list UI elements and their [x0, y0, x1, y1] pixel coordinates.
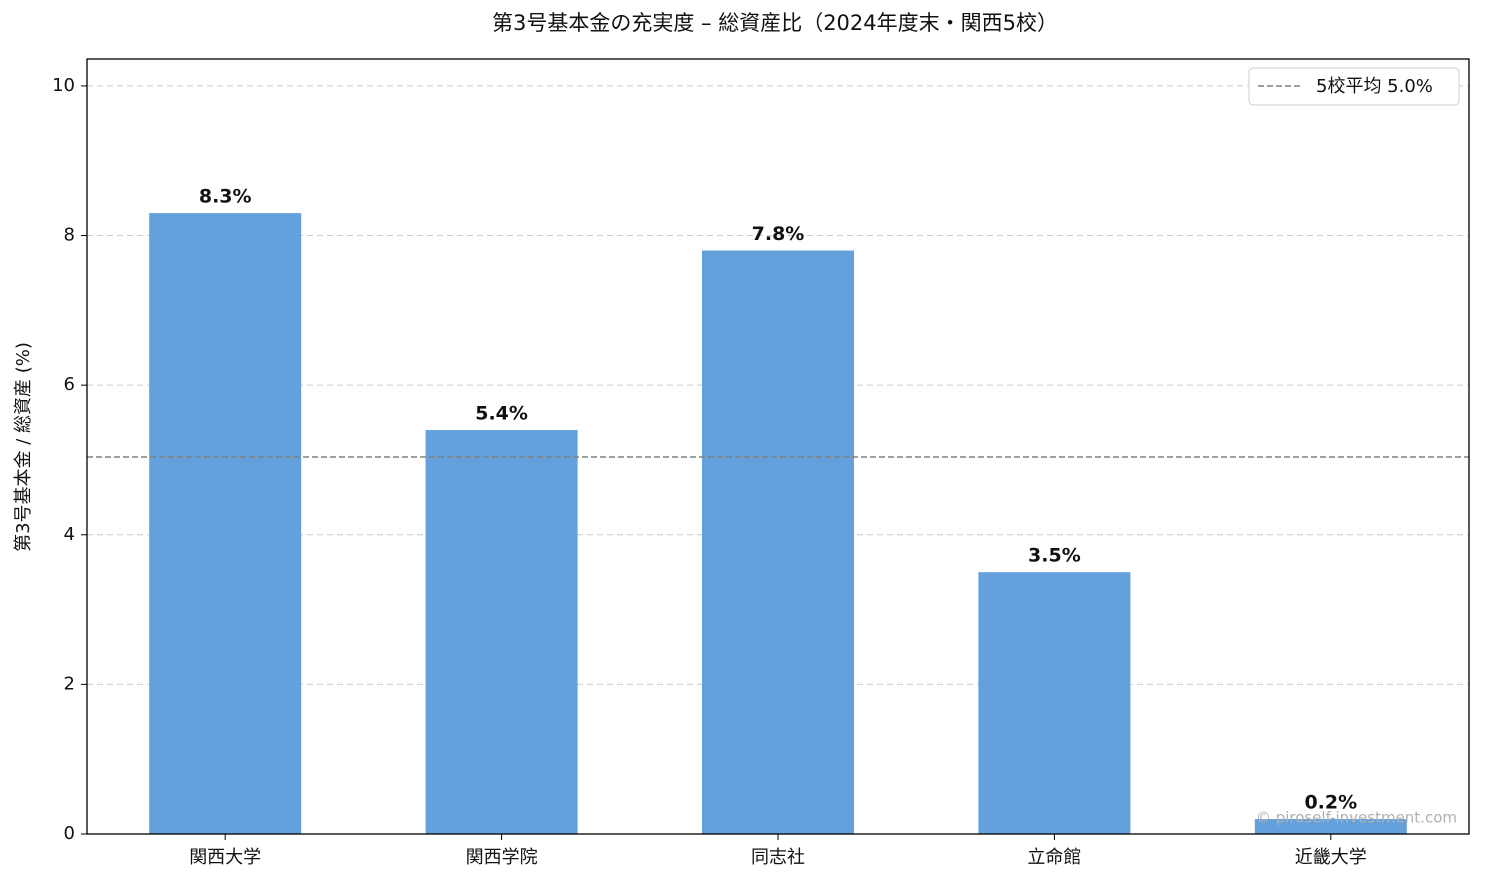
- plot-frame: [86, 58, 1470, 835]
- legend-box: [1248, 67, 1460, 106]
- y-tick-label: 6: [64, 374, 75, 395]
- y-tick-label: 10: [52, 75, 75, 96]
- bar: [149, 213, 302, 835]
- y-tick-label: 8: [64, 225, 75, 246]
- bar: [1254, 819, 1407, 834]
- x-tick-label: 近畿大学: [1295, 847, 1367, 868]
- x-tick-label: 立命館: [1027, 847, 1081, 868]
- value-label: 5.4%: [475, 403, 528, 425]
- y-tick-label: 2: [64, 673, 75, 694]
- y-tick-label: 4: [64, 524, 75, 545]
- value-label: 7.8%: [752, 223, 805, 245]
- y-tick-label: 0: [64, 823, 75, 844]
- watermark: © piroself-investment.com: [1256, 809, 1457, 827]
- x-tick-label: 関西大学: [189, 847, 261, 868]
- value-label: 0.2%: [1304, 792, 1357, 814]
- legend-label: 5校平均 5.0%: [1316, 76, 1433, 97]
- value-label: 3.5%: [1028, 545, 1081, 567]
- y-axis-label: 第3号基本金 / 総資産 (%): [13, 342, 34, 552]
- x-tick-label: 関西学院: [466, 847, 538, 868]
- bar: [425, 430, 578, 834]
- x-tick-label: 同志社: [751, 847, 805, 868]
- bar: [978, 572, 1131, 834]
- value-label: 8.3%: [199, 186, 252, 208]
- chart-title: 第3号基本金の充実度 – 総資産比（2024年度末・関西5校）: [492, 11, 1058, 35]
- bar: [701, 250, 855, 834]
